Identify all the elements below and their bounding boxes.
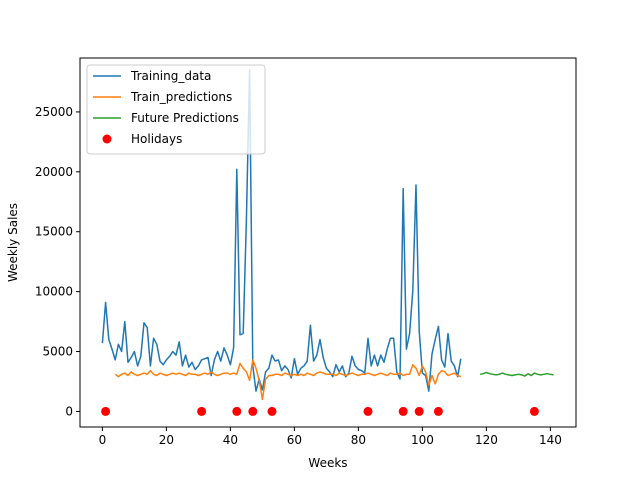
x-axis-label: Weeks bbox=[308, 456, 347, 470]
x-tick-label: 140 bbox=[539, 433, 562, 447]
legend-box bbox=[86, 64, 266, 155]
x-axis: 0 20 40 60 80 100 120 140 bbox=[99, 427, 562, 447]
holiday-marker bbox=[414, 406, 424, 416]
plot-area bbox=[101, 69, 554, 416]
holiday-marker bbox=[433, 406, 443, 416]
holiday-marker bbox=[363, 406, 373, 416]
y-tick-label: 5000 bbox=[42, 345, 73, 359]
series-line-training-data bbox=[101, 69, 462, 392]
holiday-marker bbox=[529, 406, 539, 416]
x-tick-label: 0 bbox=[99, 433, 107, 447]
x-tick-label: 40 bbox=[223, 433, 238, 447]
x-tick-label: 20 bbox=[159, 433, 174, 447]
y-tick-label: 0 bbox=[65, 404, 73, 418]
series-layer bbox=[101, 69, 554, 416]
legend-label-train-predictions: Train_predictions bbox=[130, 90, 232, 104]
series-line-future-predictions bbox=[479, 371, 554, 377]
y-axis-label: Weekly Sales bbox=[6, 203, 20, 282]
x-tick-label: 120 bbox=[475, 433, 498, 447]
y-tick-label: 10000 bbox=[35, 285, 73, 299]
holiday-marker bbox=[267, 406, 277, 416]
holiday-marker bbox=[101, 406, 111, 416]
holiday-marker bbox=[232, 406, 242, 416]
y-tick-label: 15000 bbox=[35, 225, 73, 239]
holiday-marker bbox=[248, 406, 258, 416]
y-tick-label: 25000 bbox=[35, 105, 73, 119]
legend: Training_data Train_predictions Future Pre… bbox=[86, 64, 266, 155]
legend-label-future-predictions: Future Predictions bbox=[131, 111, 239, 125]
x-tick-label: 80 bbox=[351, 433, 366, 447]
y-tick-label: 20000 bbox=[35, 165, 73, 179]
holiday-marker bbox=[197, 406, 207, 416]
y-axis: 0 5000 10000 15000 20000 25000 bbox=[35, 105, 80, 418]
plot-frame bbox=[79, 57, 577, 428]
legend-label-holidays: Holidays bbox=[131, 132, 182, 146]
x-tick-label: 60 bbox=[287, 433, 302, 447]
series-line-train-predictions bbox=[114, 359, 462, 401]
legend-swatch-holidays bbox=[102, 134, 112, 144]
legend-label-training-data: Training_data bbox=[130, 69, 211, 83]
x-tick-label: 100 bbox=[411, 433, 434, 447]
holiday-marker bbox=[398, 406, 408, 416]
